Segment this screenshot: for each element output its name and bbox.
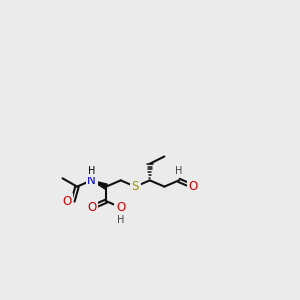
Text: H: H <box>88 166 95 176</box>
Polygon shape <box>92 180 107 189</box>
Text: S: S <box>132 180 139 193</box>
Text: O: O <box>189 180 198 193</box>
Text: O: O <box>116 201 125 214</box>
Text: O: O <box>87 201 96 214</box>
Text: O: O <box>62 195 71 208</box>
Text: N: N <box>87 174 96 187</box>
Text: H: H <box>117 215 124 225</box>
Text: H: H <box>175 166 183 176</box>
